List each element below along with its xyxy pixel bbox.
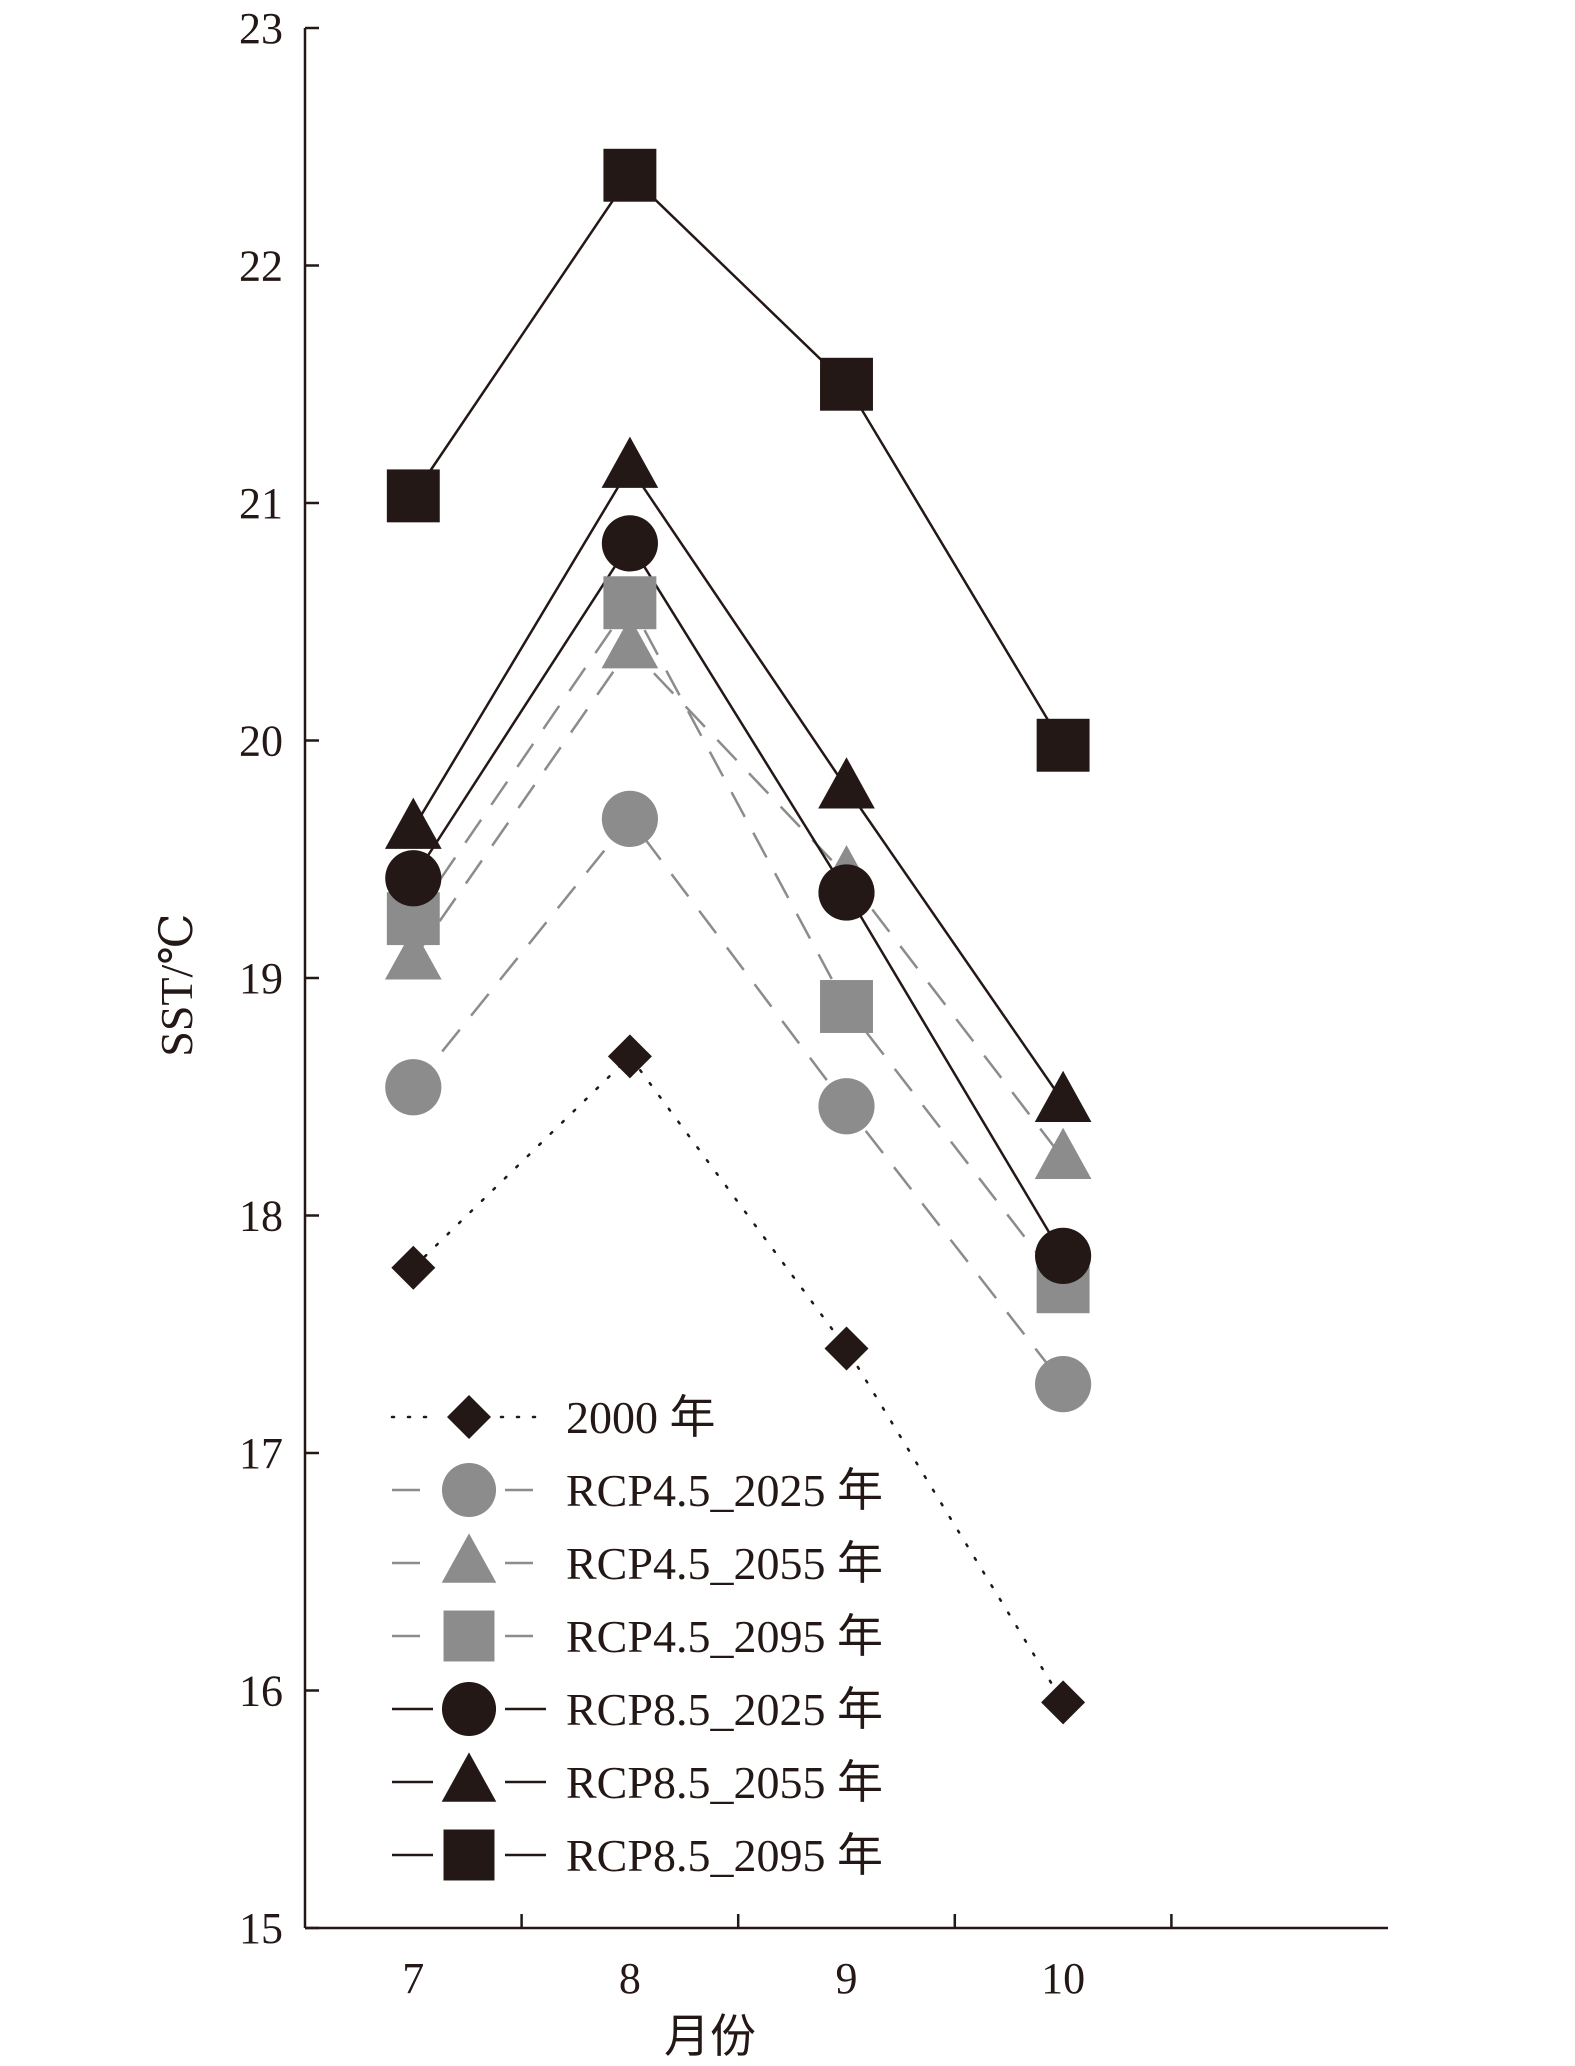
series-line-4 bbox=[412, 600, 1065, 1288]
series-line-2 bbox=[412, 816, 1065, 1385]
series-line-5 bbox=[412, 541, 1065, 1257]
data-point-7-10 bbox=[1036, 718, 1090, 772]
data-point-3-7 bbox=[384, 928, 442, 980]
data-point-5-8 bbox=[601, 515, 658, 572]
series-line-6 bbox=[412, 465, 1065, 1103]
y-tick-label: 20 bbox=[239, 717, 283, 766]
legend-marker bbox=[443, 1610, 495, 1662]
axes: 15 16 17 18 19 20 21 22 23 7 8 9 10 bbox=[239, 4, 1388, 2003]
legend-item-5: RCP8.5_2025 年 bbox=[392, 1681, 883, 1737]
data-point-6-10 bbox=[1034, 1070, 1092, 1123]
data-point-5-10 bbox=[1035, 1227, 1092, 1284]
data-point-7-8 bbox=[603, 148, 657, 202]
legend-marker bbox=[441, 1533, 497, 1583]
legend-item-1: 2000 年 bbox=[390, 1392, 716, 1443]
legend-label: RCP4.5_2095 年 bbox=[566, 1611, 883, 1662]
data-point-2-10 bbox=[1035, 1356, 1092, 1413]
data-point-1-7 bbox=[391, 1245, 436, 1290]
data-point-2-8 bbox=[601, 790, 658, 847]
legend-item-7: RCP8.5_2095 年 bbox=[392, 1829, 883, 1881]
data-point-3-10 bbox=[1034, 1127, 1092, 1180]
y-tick-label: 22 bbox=[239, 242, 283, 291]
legend-marker bbox=[441, 1752, 497, 1802]
series-markers bbox=[384, 148, 1092, 1725]
legend-label: RCP4.5_2055 年 bbox=[566, 1538, 883, 1589]
data-point-7-7 bbox=[386, 469, 440, 523]
data-point-1-10 bbox=[1041, 1680, 1086, 1725]
y-tick-label: 18 bbox=[239, 1192, 283, 1241]
x-axis-title: 月份 bbox=[664, 2011, 756, 2061]
legend-marker bbox=[441, 1681, 497, 1737]
legend-marker bbox=[443, 1829, 495, 1881]
legend-item-6: RCP8.5_2055 年 bbox=[392, 1752, 883, 1808]
y-tick-label: 21 bbox=[239, 479, 283, 528]
data-point-5-9 bbox=[818, 864, 875, 921]
data-point-4-9 bbox=[820, 980, 873, 1033]
series-line-7 bbox=[412, 173, 1065, 746]
data-point-7-9 bbox=[820, 357, 873, 411]
legend-marker bbox=[441, 1462, 497, 1518]
data-point-3-8 bbox=[601, 617, 659, 669]
data-point-1-8 bbox=[607, 1034, 652, 1079]
series-lines bbox=[412, 173, 1065, 1704]
legend-label: RCP8.5_2095 年 bbox=[566, 1830, 883, 1881]
y-tick-label: 16 bbox=[239, 1667, 283, 1716]
data-point-4-8 bbox=[603, 576, 657, 630]
x-tick-label: 9 bbox=[836, 1954, 858, 2003]
y-tick-label: 23 bbox=[239, 4, 283, 53]
legend-item-2: RCP4.5_2025 年 bbox=[392, 1462, 883, 1518]
data-point-6-7 bbox=[384, 797, 442, 849]
x-tick-label: 8 bbox=[619, 1954, 641, 2003]
y-axis-title: SST/℃ bbox=[151, 913, 202, 1057]
series-line-1 bbox=[412, 1054, 1065, 1704]
legend-label: RCP8.5_2055 年 bbox=[566, 1757, 883, 1808]
legend-label: RCP4.5_2025 年 bbox=[566, 1465, 883, 1516]
data-point-1-9 bbox=[824, 1326, 869, 1371]
legend-item-3: RCP4.5_2055 年 bbox=[392, 1533, 883, 1589]
y-tick-label: 19 bbox=[239, 954, 283, 1003]
legend: 2000 年 RCP4.5_2025 年 RCP4.5_2055 年 RCP4.5_2… bbox=[390, 1392, 883, 1881]
data-point-6-9 bbox=[818, 757, 875, 809]
legend-label: 2000 年 bbox=[566, 1392, 716, 1443]
legend-marker bbox=[447, 1395, 491, 1439]
data-point-2-9 bbox=[818, 1078, 875, 1135]
y-tick-label: 15 bbox=[239, 1904, 283, 1953]
x-tick-label: 7 bbox=[402, 1954, 424, 2003]
series-line-3 bbox=[412, 645, 1065, 1160]
legend-item-4: RCP4.5_2095 年 bbox=[392, 1610, 883, 1662]
y-tick-label: 17 bbox=[239, 1429, 283, 1478]
data-point-5-7 bbox=[385, 850, 442, 907]
x-tick-label: 10 bbox=[1041, 1954, 1085, 2003]
data-point-2-7 bbox=[385, 1059, 442, 1116]
data-point-6-8 bbox=[601, 436, 659, 488]
legend-label: RCP8.5_2025 年 bbox=[566, 1684, 883, 1735]
